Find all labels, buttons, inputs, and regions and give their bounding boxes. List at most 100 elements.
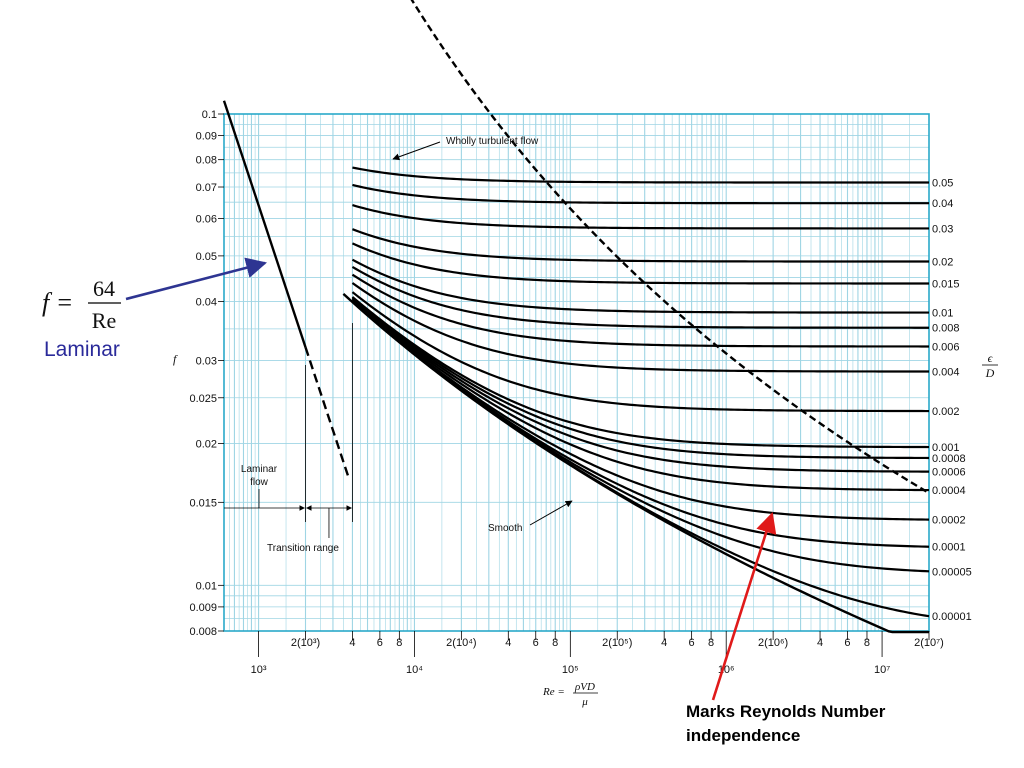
- y-tick-label: 0.01: [196, 580, 217, 592]
- formula-numerator: 64: [93, 276, 115, 301]
- laminar-line: [222, 100, 307, 348]
- roughness-label: 0.006: [932, 341, 960, 353]
- roughness-label: 0.0002: [932, 515, 966, 527]
- x-tick-label: 2(10⁷): [914, 637, 944, 649]
- roughness-label: 0.0006: [932, 467, 966, 479]
- roughness-curves: [351, 166, 930, 618]
- roughness-label: 0.002: [932, 406, 960, 418]
- x-tick-label: 8: [708, 637, 714, 649]
- roughness-curve: [352, 204, 929, 230]
- roughness-label: 0.05: [932, 178, 953, 190]
- x-tick-label: 6: [689, 637, 695, 649]
- transition-range-label: Transition range: [267, 543, 339, 554]
- x-tick-label: 6: [533, 637, 539, 649]
- roughness-label: 0.001: [932, 442, 960, 454]
- x-axis-label-denominator: μ: [581, 696, 588, 708]
- roughness-labels: 0.05 0.04 0.03 0.02 0.015 0.01 0.008 0.006 0.004…: [932, 178, 972, 624]
- x-decade-label: 10⁴: [406, 664, 423, 676]
- y-axis-ticks: 0.1 0.09 0.08 0.07 0.06 0.05 0.04 0.03 0.025 0.02…: [189, 109, 224, 638]
- roughness-label: 0.00005: [932, 566, 972, 578]
- right-axis-numerator: ϵ: [988, 351, 994, 365]
- callout-arrow: [711, 512, 777, 701]
- right-axis-label-group: ϵ D: [982, 351, 998, 380]
- roughness-label: 0.02: [932, 257, 953, 269]
- smooth-label: Smooth: [488, 523, 522, 534]
- y-tick-label: 0.08: [196, 155, 217, 167]
- laminar-overlay-arrow: [125, 257, 268, 301]
- roughness-label: 0.0004: [932, 485, 966, 497]
- roughness-curve: [351, 296, 930, 449]
- roughness-curve: [351, 299, 930, 492]
- x-tick-label: 2(10³): [291, 637, 320, 649]
- y-tick-label: 0.09: [196, 131, 217, 143]
- wholly-turbulent-pointer: [392, 141, 441, 161]
- laminar-formula-overlay: f = 64 Re Laminar: [42, 257, 268, 361]
- x-axis-label-prefix: Re =: [542, 686, 565, 698]
- x-tick-label: 4: [817, 637, 823, 649]
- y-tick-label: 0.04: [196, 297, 217, 309]
- roughness-curve: [351, 273, 929, 348]
- y-tick-label: 0.07: [196, 182, 217, 194]
- wholly-turbulent-boundary: [410, 0, 930, 495]
- y-tick-label: 0.06: [196, 214, 217, 226]
- roughness-curve: [352, 166, 929, 184]
- x-axis-label-group: Re = ρVD μ: [542, 681, 598, 708]
- reynolds-independence-callout: Marks Reynolds Number independence: [686, 512, 886, 745]
- y-tick-label: 0.025: [189, 393, 217, 405]
- roughness-curve: [351, 298, 930, 473]
- callout-line2: independence: [686, 726, 800, 745]
- laminar-overlay-label: Laminar: [44, 338, 120, 361]
- x-decade-label: 10⁷: [874, 664, 890, 676]
- callout-line1: Marks Reynolds Number: [686, 702, 886, 721]
- roughness-label: 0.03: [932, 223, 953, 235]
- roughness-label: 0.008: [932, 323, 960, 335]
- right-axis-denominator: D: [985, 366, 995, 380]
- x-axis-label-numerator: ρVD: [574, 681, 595, 693]
- y-tick-label: 0.009: [189, 602, 217, 614]
- roughness-label: 0.00001: [932, 611, 972, 623]
- roughness-curve: [351, 258, 929, 314]
- roughness-curve: [351, 300, 930, 548]
- x-decade-label: 10³: [251, 664, 267, 676]
- x-tick-label: 8: [396, 637, 402, 649]
- x-tick-label: 4: [661, 637, 667, 649]
- roughness-curve: [351, 300, 930, 521]
- wholly-turbulent-label: Wholly turbulent flow: [446, 136, 539, 147]
- roughness-label: 0.01: [932, 308, 953, 320]
- x-tick-label: 6: [377, 637, 383, 649]
- roughness-label: 0.015: [932, 278, 960, 290]
- roughness-curve: [351, 297, 930, 460]
- laminar-flow-label-line2: flow: [250, 477, 269, 488]
- y-axis-label-group: f: [173, 352, 178, 366]
- x-tick-label: 2(10⁵): [602, 637, 632, 649]
- x-tick-label: 2(10⁴): [446, 637, 476, 649]
- roughness-label: 0.0001: [932, 542, 966, 554]
- y-tick-label: 0.1: [202, 109, 217, 121]
- x-decade-label: 10⁵: [562, 664, 579, 676]
- roughness-curve: [352, 228, 929, 263]
- roughness-curve: [351, 291, 929, 413]
- y-tick-label: 0.008: [189, 626, 217, 638]
- x-tick-label: 4: [505, 637, 511, 649]
- y-tick-label: 0.02: [196, 438, 217, 450]
- laminar-flow-label-line1: Laminar: [241, 464, 278, 475]
- chart-annotations: Wholly turbulent flow Laminar flow Trans…: [224, 136, 573, 554]
- x-tick-label: 6: [844, 637, 850, 649]
- roughness-curve: [351, 242, 929, 285]
- y-axis-label: f: [173, 352, 178, 366]
- laminar-dashed-extension: [304, 346, 351, 480]
- y-tick-label: 0.015: [189, 497, 217, 509]
- x-tick-label: 4: [349, 637, 355, 649]
- roughness-label: 0.0008: [932, 453, 966, 465]
- smooth-pipe-curve: [342, 292, 929, 634]
- roughness-curve: [351, 265, 929, 329]
- roughness-label: 0.004: [932, 367, 960, 379]
- roughness-label: 0.04: [932, 198, 953, 210]
- roughness-curve: [352, 183, 929, 205]
- smooth-pointer: [529, 500, 573, 526]
- y-tick-label: 0.05: [196, 251, 217, 263]
- x-tick-label: 8: [552, 637, 558, 649]
- x-tick-label: 2(10⁶): [758, 637, 788, 649]
- formula-denominator: Re: [92, 308, 116, 333]
